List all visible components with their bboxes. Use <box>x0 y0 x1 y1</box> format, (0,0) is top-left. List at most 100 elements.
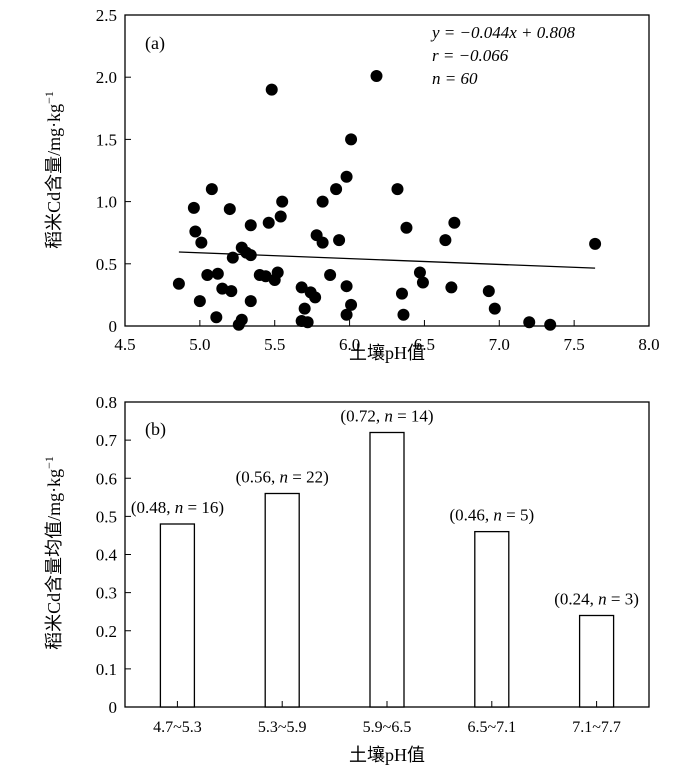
bar <box>578 614 615 708</box>
regression-equation: y = −0.044x + 0.808 <box>430 23 576 42</box>
y-tick-label-b: 0.7 <box>96 431 118 450</box>
x-tick-label-a: 7.0 <box>489 335 510 354</box>
scatter-point <box>523 316 536 329</box>
bar-value-label: (0.72, n = 14) <box>340 407 433 426</box>
y-tick-label-a: 2.5 <box>96 6 117 25</box>
scatter-point <box>333 234 346 247</box>
scatter-point <box>216 282 229 295</box>
x-axis-ticks-a: 4.5 5.0 5.5 6.0 6.5 7.0 7.5 8.0 <box>114 320 660 354</box>
y-axis-title-b-text: 稻米Cd含量均值/mg·kg <box>44 469 64 650</box>
scatter-point <box>187 201 200 214</box>
bar <box>369 431 405 708</box>
scatter-point <box>235 313 248 326</box>
y-tick-label-a: 1.5 <box>96 130 117 149</box>
scatter-point <box>298 302 311 315</box>
scatter-point <box>544 318 557 331</box>
bar <box>159 523 196 708</box>
scatter-point <box>445 281 458 294</box>
scatter-point <box>340 308 353 321</box>
y-tick-label-a: 1.0 <box>96 193 117 212</box>
scatter-point <box>265 83 278 96</box>
y-tick-label-a: 2.0 <box>96 68 117 87</box>
scatter-point <box>330 183 343 196</box>
scatter-point <box>413 266 426 279</box>
y-tick-label-b: 0.8 <box>96 393 117 412</box>
y-axis-title-a-sup: −1 <box>42 91 56 104</box>
y-tick-label-b: 0 <box>109 698 118 717</box>
y-axis-title-a: 稻米Cd含量/mg·kg−1 <box>42 91 64 249</box>
scatter-point <box>488 302 501 315</box>
scatter-point <box>316 236 329 249</box>
scatter-point <box>259 270 272 283</box>
scatter-point <box>225 285 238 298</box>
bar-panel-b: (b) 0 0.1 0.2 0.3 0.4 0.5 0.6 0.7 0.8 (0.48, n =… <box>42 393 650 765</box>
bar-value-label: (0.46, n = 5) <box>449 506 534 525</box>
scatter-point <box>211 267 224 280</box>
scatter-point <box>193 295 206 308</box>
scatter-point <box>195 236 208 249</box>
scatter-point <box>400 221 413 234</box>
scatter-point <box>340 170 353 183</box>
scatter-point <box>244 219 257 232</box>
scatter-point <box>226 251 239 264</box>
y-axis-title-b: 稻米Cd含量均值/mg·kg−1 <box>42 456 64 650</box>
scatter-point <box>309 291 322 304</box>
x-axis-title-b: 土壤pH值 <box>349 745 425 765</box>
scatter-point <box>244 295 257 308</box>
scatter-point <box>295 281 308 294</box>
category-label: 5.9~6.5 <box>363 719 412 736</box>
scatter-point <box>416 276 429 289</box>
scatter-point <box>172 277 185 290</box>
x-tick-label-a: 6.0 <box>339 335 360 354</box>
scatter-point <box>274 210 287 223</box>
correlation-r: r = −0.066 <box>432 46 509 65</box>
y-tick-label-b: 0.2 <box>96 622 117 641</box>
x-tick-label-a: 6.5 <box>414 335 435 354</box>
scatter-point <box>201 268 214 281</box>
scatter-point <box>262 216 275 229</box>
y-axis-title-b-sup: −1 <box>42 456 56 469</box>
scatter-point <box>482 285 495 298</box>
scatter-point <box>397 308 410 321</box>
scatter-point <box>189 225 202 238</box>
scatter-point <box>271 266 284 279</box>
category-label: 5.3~5.9 <box>258 719 307 736</box>
scatter-point <box>223 203 236 216</box>
scatter-point <box>439 234 452 247</box>
plot-frame-a <box>124 14 650 327</box>
scatter-point <box>276 195 289 208</box>
scatter-point <box>210 311 223 324</box>
y-axis-title-a-text: 稻米Cd含量/mg·kg <box>44 104 64 249</box>
scatter-panel-a: (a) y = −0.044x + 0.808 r = −0.066 n = 6… <box>42 6 660 363</box>
bar-value-label: (0.56, n = 22) <box>236 468 329 487</box>
y-axis-ticks-a: 0 0.5 1.0 1.5 2.0 2.5 <box>96 6 131 336</box>
scatter-point <box>370 69 383 82</box>
scatter-point <box>301 316 314 329</box>
scatter-point <box>345 133 358 146</box>
bars: (0.48, n = 16) 4.7~5.3 (0.56, n = 22) 5.3~5… <box>131 407 639 737</box>
x-tick-label-a: 7.5 <box>564 335 585 354</box>
scatter-point <box>589 237 602 250</box>
scatter-point <box>345 298 358 311</box>
category-label: 4.7~5.3 <box>153 719 202 736</box>
y-tick-label-a: 0.5 <box>96 255 117 274</box>
bar-value-label: (0.48, n = 16) <box>131 498 224 517</box>
x-tick-label-a: 8.0 <box>638 335 659 354</box>
scatter-point <box>340 280 353 293</box>
scatter-points <box>172 69 602 331</box>
y-tick-label-b: 0.5 <box>96 507 117 526</box>
y-tick-label-b: 0.3 <box>96 584 117 603</box>
scatter-point <box>391 183 404 196</box>
bar-value-label: (0.24, n = 3) <box>554 590 639 609</box>
bar <box>474 530 510 708</box>
y-tick-label-a: 0 <box>109 317 118 336</box>
scatter-point <box>448 216 461 229</box>
scatter-point <box>316 195 329 208</box>
sample-count-n: n = 60 <box>432 69 478 88</box>
y-tick-label-b: 0.6 <box>96 469 117 488</box>
scatter-point <box>205 183 218 196</box>
x-tick-label-a: 5.0 <box>189 335 210 354</box>
panel-label-b: (b) <box>145 419 166 440</box>
scatter-point <box>324 268 337 281</box>
